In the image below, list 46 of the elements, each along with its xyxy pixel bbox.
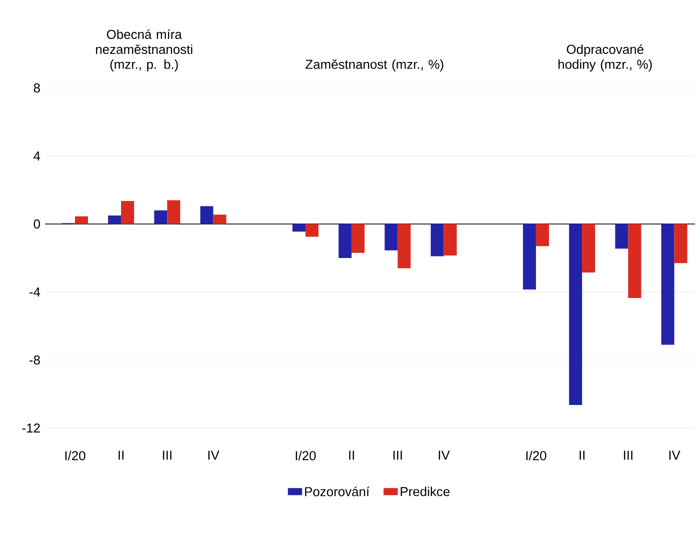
x-tick-label: III [162,450,172,460]
x-tick-label: III [393,450,402,460]
bar [628,224,642,298]
y-tick-label: 8 [34,83,40,93]
x-tick-label: IV [208,450,220,460]
bar [661,224,674,345]
bar [582,224,596,272]
bar [352,224,365,253]
text: Odpracované hodiny (mzr., %) [558,44,652,72]
bar [430,224,444,256]
x-tick-label: III [624,450,632,460]
legend-label: Predikce [400,486,450,496]
x-tick-label: II [580,450,584,460]
y-tick-label: -4 [30,288,40,296]
bar [213,214,226,224]
bar [444,224,457,256]
bar [108,215,122,224]
bar [384,224,398,250]
bar [200,206,214,224]
bar [74,216,88,224]
bar [292,224,306,232]
bar [305,224,318,237]
text: Obecná míra nezaměstnanosti (mzr., p. b.) [96,29,192,72]
bar [569,224,582,406]
x-tick-label: I/20 [526,450,546,460]
bar [398,224,411,268]
bar [121,201,134,224]
y-tick-label: -12 [22,423,40,433]
x-tick-label: IV [669,450,680,460]
x-tick-label: I/20 [65,450,86,460]
bar [154,210,168,224]
x-tick-label: II [349,450,354,460]
x-tick-label: IV [438,450,450,460]
x-tick-label: I/20 [296,450,316,460]
bar [674,224,688,264]
y-tick-label: -8 [30,355,40,365]
bar [338,224,352,258]
legend-label: Pozorování [305,486,370,496]
text: Zaměstnanost (mzr., %) [306,59,444,72]
y-tick-label: 4 [34,152,40,160]
y-tick-label: 0 [34,219,40,229]
bar [615,224,628,249]
bar [167,200,180,224]
bar [522,224,536,290]
bar [536,224,549,246]
x-tick-label: II [118,450,124,460]
